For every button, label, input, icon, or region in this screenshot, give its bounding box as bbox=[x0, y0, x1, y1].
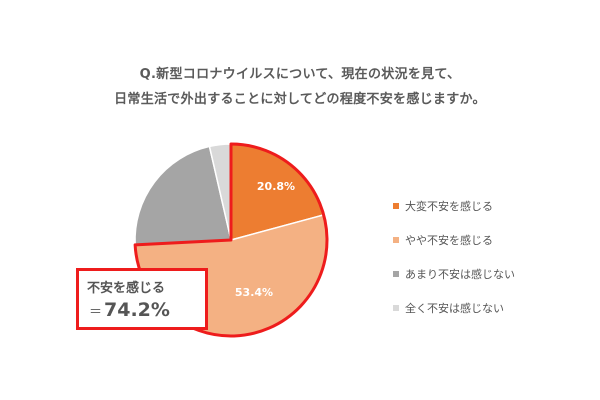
legend: 大変不安を感じる やや不安を感じる あまり不安は感じない 全く不安は感じない bbox=[393, 189, 515, 325]
legend-label: やや不安を感じる bbox=[405, 234, 493, 247]
legend-swatch bbox=[393, 203, 399, 209]
legend-item: 大変不安を感じる bbox=[393, 189, 515, 223]
chart-title: Q.新型コロナウイルスについて、現在の状況を見て、 日常生活で外出することに対し… bbox=[0, 62, 600, 112]
callout-label: 不安を感じる bbox=[87, 281, 166, 296]
legend-label: 大変不安を感じる bbox=[405, 200, 493, 213]
legend-item: やや不安を感じる bbox=[393, 223, 515, 257]
callout-value: ＝ 74.2% bbox=[89, 299, 170, 321]
data-label: 20.8% bbox=[257, 180, 295, 193]
legend-label: あまり不安は感じない bbox=[405, 268, 515, 281]
callout-percent: 74.2% bbox=[104, 299, 170, 321]
legend-swatch bbox=[393, 271, 399, 277]
legend-swatch bbox=[393, 305, 399, 311]
pie-slice bbox=[134, 145, 232, 246]
legend-item: あまり不安は感じない bbox=[393, 257, 515, 291]
title-line-1: Q.新型コロナウイルスについて、現在の状況を見て、 bbox=[139, 67, 461, 82]
legend-item: 全く不安は感じない bbox=[393, 291, 515, 325]
highlight-callout: 不安を感じる ＝ 74.2% bbox=[76, 268, 208, 330]
callout-equals: ＝ bbox=[89, 305, 103, 320]
legend-label: 全く不安は感じない bbox=[405, 302, 504, 315]
legend-swatch bbox=[393, 237, 399, 243]
data-label: 53.4% bbox=[235, 286, 273, 299]
title-line-2: 日常生活で外出することに対してどの程度不安を感じますか。 bbox=[114, 92, 486, 107]
